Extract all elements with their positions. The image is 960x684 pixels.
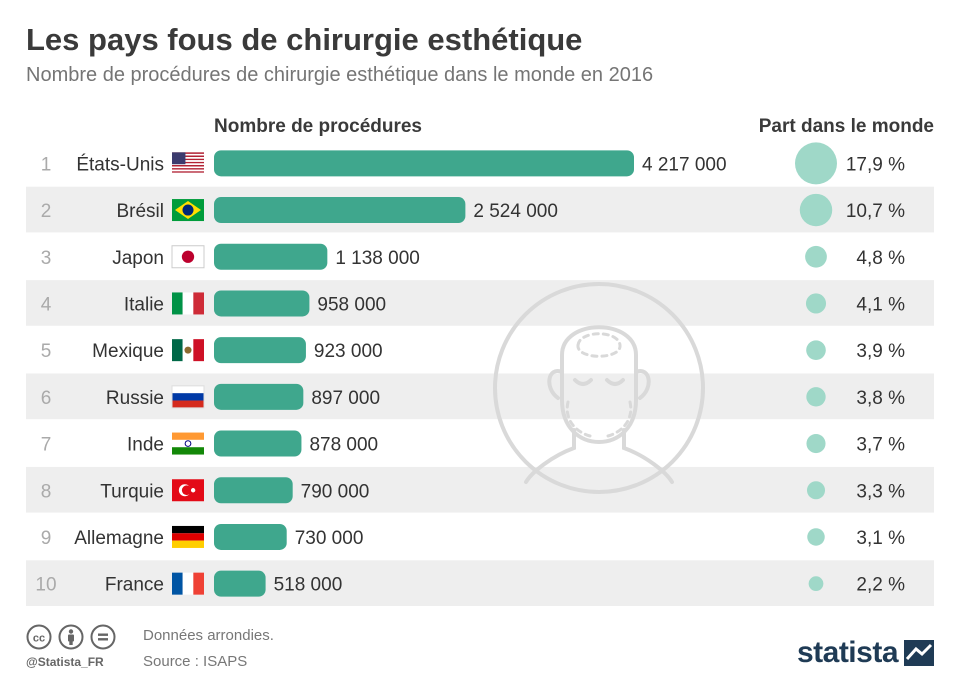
share-bubble (806, 387, 826, 407)
value-label: 878 000 (309, 435, 378, 456)
bar (214, 430, 302, 457)
rank-label: 6 (41, 388, 52, 409)
share-label: 4,1 % (856, 294, 905, 315)
rank-label: 2 (41, 201, 52, 222)
rounding-note: Données arrondies. (143, 627, 274, 644)
rank-label: 5 (41, 341, 52, 362)
value-label: 4 217 000 (642, 154, 727, 175)
share-bubble (805, 245, 827, 268)
country-label: Italie (124, 294, 164, 315)
share-bubble (806, 481, 826, 500)
rank-label: 1 (41, 154, 52, 175)
share-label: 3,9 % (856, 341, 905, 362)
country-label: Japon (112, 248, 164, 269)
share-label: 2,2 % (856, 575, 905, 596)
bar (214, 290, 310, 317)
share-bubble (807, 528, 825, 546)
flag-jp-icon (171, 245, 205, 269)
bar (214, 337, 306, 364)
share-bubble (795, 142, 837, 185)
share-label: 3,8 % (856, 388, 905, 409)
country-label: Turquie (100, 481, 164, 502)
page-subtitle: Nombre de procédures de chirurgie esthét… (26, 64, 654, 86)
no-derivatives-icon (90, 624, 116, 650)
country-label: États-Unis (76, 154, 164, 175)
statista-wordmark: statista (796, 636, 899, 669)
flag-mx-icon (172, 339, 204, 362)
country-label: Russie (106, 388, 164, 409)
value-label: 518 000 (274, 575, 343, 596)
share-bubble (806, 340, 826, 360)
face-illustration (493, 282, 705, 494)
statista-logo[interactable]: statista (797, 636, 934, 670)
rank-label: 4 (41, 294, 52, 315)
country-label: France (105, 575, 164, 596)
share-bubble (808, 576, 824, 592)
country-label: Brésil (116, 201, 164, 222)
flag-us-icon (172, 152, 204, 175)
share-label: 4,8 % (856, 248, 905, 269)
flag-it-icon (172, 292, 204, 315)
svg-text:cc: cc (33, 633, 45, 645)
flag-br-icon (172, 199, 204, 222)
share-bubble (805, 293, 827, 314)
country-label: Allemagne (74, 528, 164, 549)
share-label: 3,3 % (856, 481, 905, 502)
rank-label: 7 (41, 435, 52, 456)
value-label: 958 000 (317, 294, 386, 315)
bar (214, 523, 287, 550)
creative-commons-icon: cc (26, 624, 52, 650)
source-note: Source : ISAPS (143, 653, 248, 670)
license-icons: cc (26, 624, 116, 650)
flag-de-icon (172, 525, 204, 548)
rank-label: 10 (35, 575, 56, 596)
flag-in-icon (172, 432, 204, 455)
share-bubble (806, 434, 826, 454)
bar (214, 477, 293, 504)
share-bubble (799, 193, 833, 227)
rank-label: 8 (41, 481, 52, 502)
bar (214, 570, 266, 597)
value-label: 790 000 (301, 481, 370, 502)
bar (214, 150, 634, 177)
share-label: 3,1 % (856, 528, 905, 549)
bar (214, 243, 328, 270)
value-label: 2 524 000 (473, 201, 558, 222)
rank-label: 9 (41, 528, 52, 549)
flag-fr-icon (172, 572, 204, 595)
share-label: 3,7 % (856, 435, 905, 456)
share-column-header: Part dans le monde (758, 116, 934, 137)
value-label: 1 138 000 (335, 248, 420, 269)
statista-logo-icon (904, 640, 934, 666)
attribution-icon (58, 624, 84, 650)
country-label: Mexique (92, 341, 164, 362)
value-label: 923 000 (314, 341, 383, 362)
country-label: Inde (127, 435, 164, 456)
value-label: 730 000 (295, 528, 364, 549)
share-label: 17,9 % (846, 154, 905, 175)
twitter-handle: @Statista_FR (26, 655, 104, 669)
flag-tr-icon (172, 479, 204, 502)
flag-ru-icon (171, 385, 205, 409)
share-label: 10,7 % (846, 201, 905, 222)
page-title: Les pays fous de chirurgie esthétique (26, 22, 583, 57)
rank-label: 3 (41, 248, 52, 269)
procedures-column-header: Nombre de procédures (214, 116, 422, 137)
value-label: 897 000 (311, 388, 380, 409)
bar (214, 197, 466, 224)
bar (214, 383, 304, 410)
